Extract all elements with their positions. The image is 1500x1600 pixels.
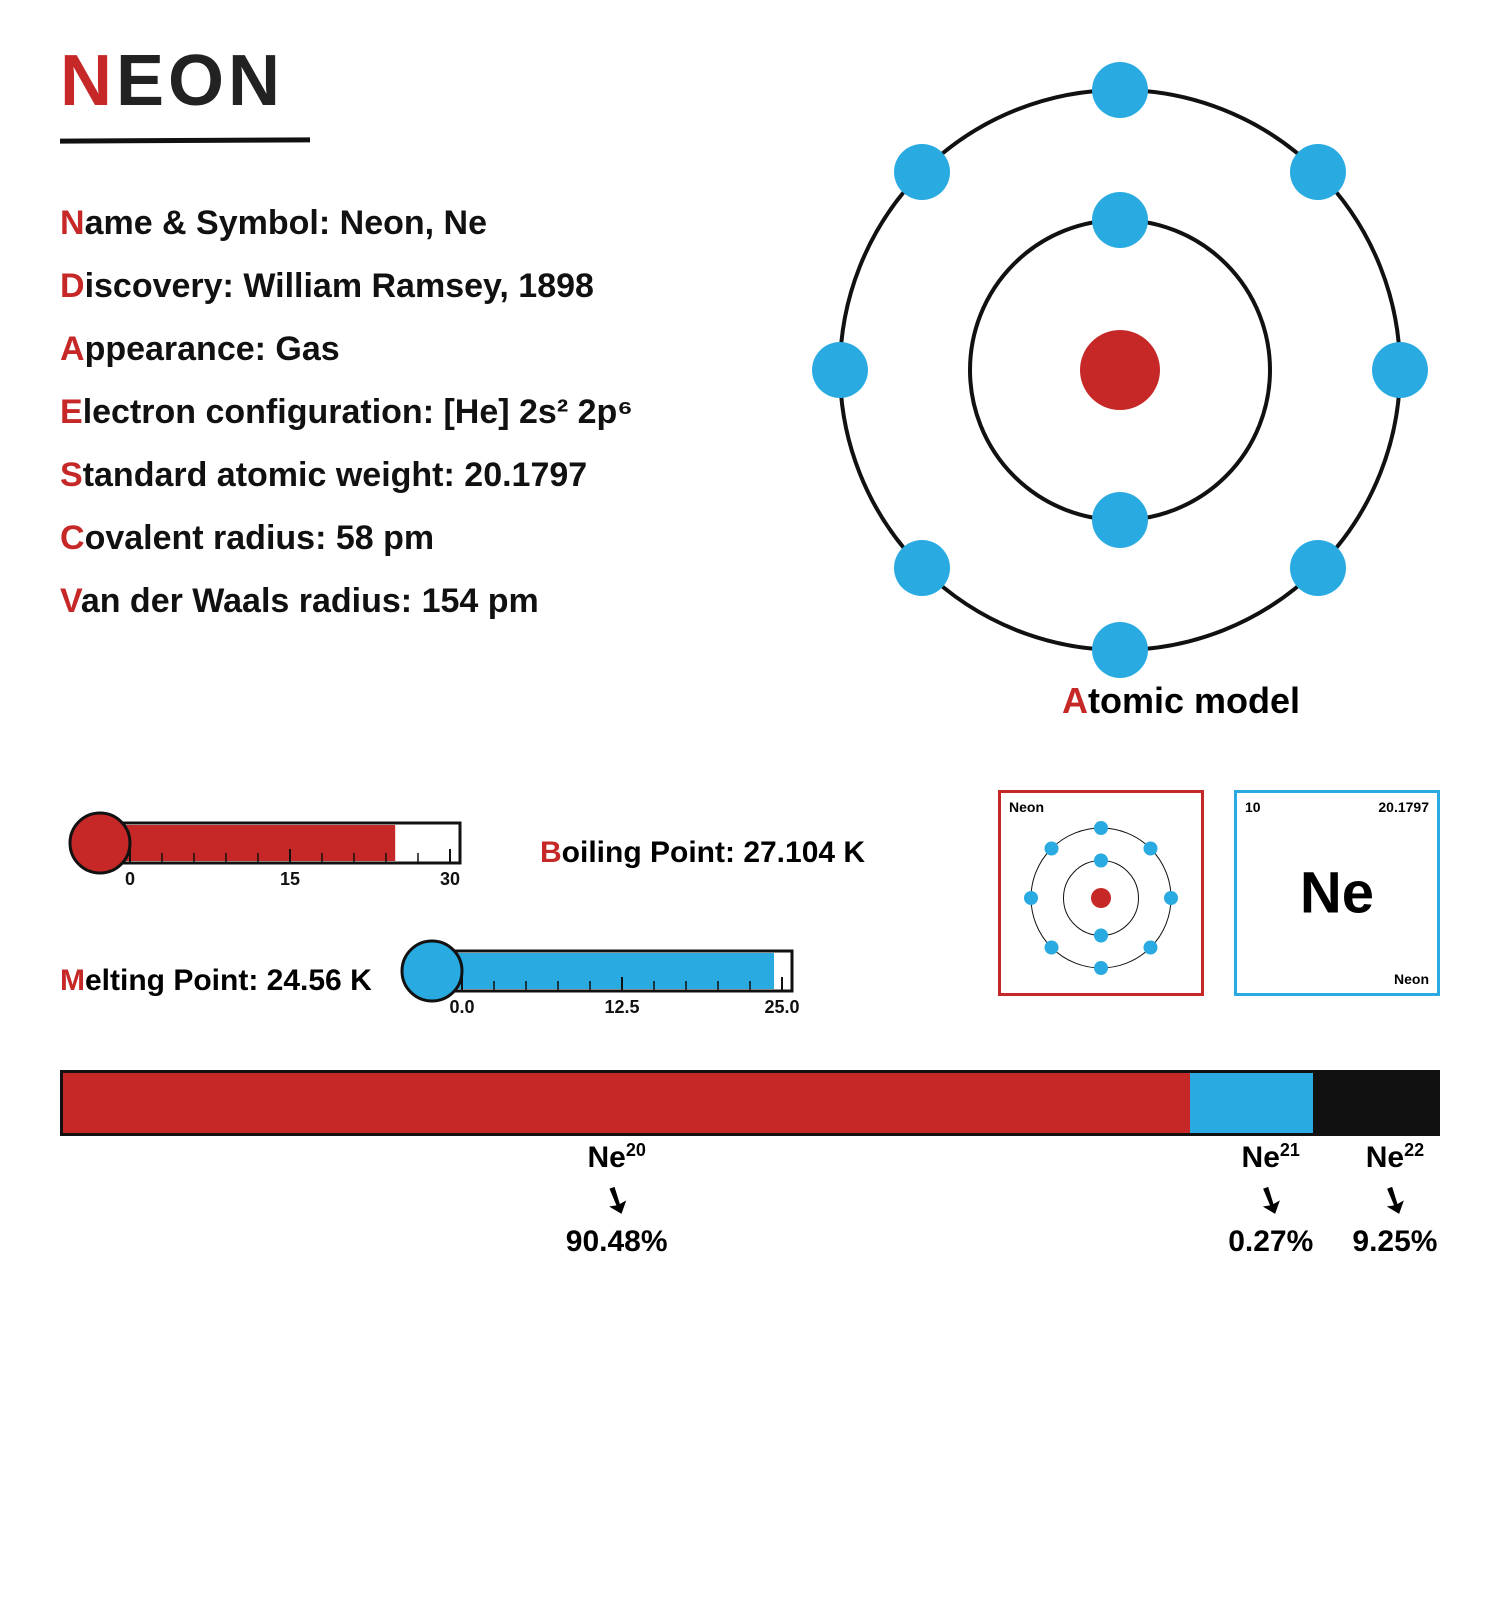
isotope-label: Ne21➘0.27% bbox=[1228, 1140, 1313, 1259]
element-title: NEON bbox=[60, 40, 284, 122]
svg-text:0.0: 0.0 bbox=[449, 997, 474, 1017]
isotope-segment bbox=[63, 1073, 1190, 1133]
svg-text:0: 0 bbox=[125, 869, 135, 889]
fact-appearance: Appearance: Gas bbox=[60, 330, 760, 369]
isotope-label: Ne22➘9.25% bbox=[1352, 1140, 1437, 1259]
fact-atomic-weight: Standard atomic weight: 20.1797 bbox=[60, 456, 760, 495]
tile-atomic-weight: 20.1797 bbox=[1378, 799, 1429, 815]
svg-text:12.5: 12.5 bbox=[604, 997, 639, 1017]
tile-symbol: Ne bbox=[1300, 860, 1374, 927]
svg-text:30: 30 bbox=[440, 869, 460, 889]
info-cards: Neon 10 20.1797 Ne Neon bbox=[998, 790, 1440, 996]
tile-atomic-number: 10 bbox=[1245, 799, 1261, 815]
boiling-thermometer-icon: 0 15 30 bbox=[60, 798, 520, 908]
fact-name-symbol: Name & Symbol: Neon, Ne bbox=[60, 204, 760, 243]
isotope-bar bbox=[60, 1070, 1440, 1136]
tile-name: Neon bbox=[1394, 971, 1429, 987]
thermometer-section: 01530 Boiling Point: 27.104 K Melting Po… bbox=[60, 780, 960, 1054]
svg-text:25.0: 25.0 bbox=[764, 997, 799, 1017]
fact-vdw-radius: Van der Waals radius: 154 pm bbox=[60, 582, 760, 621]
svg-text:15: 15 bbox=[280, 869, 300, 889]
boiling-row: 01530 Boiling Point: 27.104 K bbox=[60, 798, 960, 908]
fact-discovery: Discovery: William Ramsey, 1898 bbox=[60, 267, 760, 306]
mini-atom-card: Neon bbox=[998, 790, 1204, 996]
melting-row: Melting Point: 24.56 K 0.012.525.0 bbox=[60, 926, 960, 1036]
title-underline bbox=[60, 127, 310, 143]
fact-covalent-radius: Covalent radius: 58 pm bbox=[60, 519, 760, 558]
title-rest: EON bbox=[116, 41, 284, 121]
facts-list: Name & Symbol: Neon, Ne Discovery: Willi… bbox=[60, 180, 760, 645]
title-first-letter: N bbox=[60, 41, 116, 121]
periodic-tile-card: 10 20.1797 Ne Neon bbox=[1234, 790, 1440, 996]
melting-thermometer-icon: 0.0 12.5 25.0 bbox=[392, 926, 852, 1036]
atomic-model-label: Atomic model bbox=[1062, 680, 1300, 722]
fact-electron-config: Electron configuration: [He] 2s² 2p⁶ bbox=[60, 393, 760, 432]
isotope-segment bbox=[1313, 1073, 1437, 1133]
isotope-label: Ne20➘90.48% bbox=[566, 1140, 668, 1259]
isotope-labels: Ne20➘90.48% Ne21➘0.27% Ne22➘9.25% bbox=[60, 1140, 1440, 1340]
atomic-model bbox=[810, 60, 1430, 680]
isotope-segment bbox=[1190, 1073, 1314, 1133]
